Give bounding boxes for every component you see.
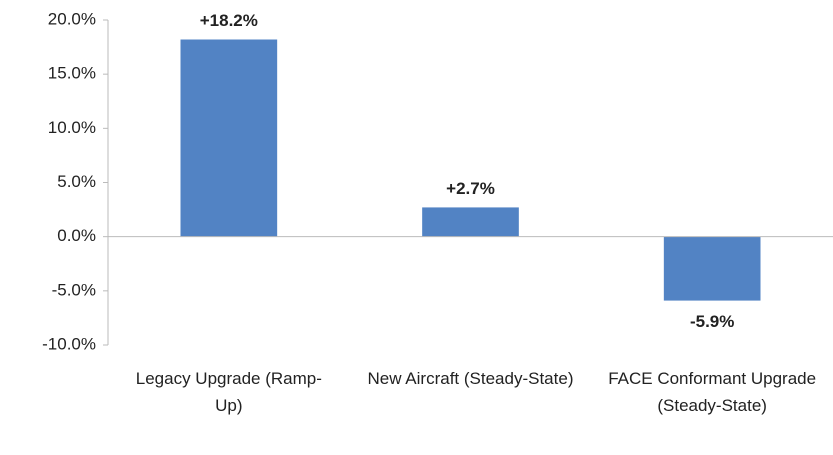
y-tick-label: 0.0%	[57, 226, 96, 245]
x-tick-label: Legacy Upgrade (Ramp-Up)	[135, 369, 322, 415]
y-tick-label: 15.0%	[48, 64, 96, 83]
y-tick-label: 10.0%	[48, 118, 96, 137]
y-tick-label: 20.0%	[48, 9, 96, 28]
x-tick-label: New Aircraft (Steady-State)	[367, 369, 574, 388]
value-label: +2.7%	[446, 179, 495, 198]
bar	[663, 236, 761, 301]
value-label: -5.9%	[690, 312, 734, 331]
bar	[422, 207, 519, 237]
y-tick-label: -5.0%	[52, 280, 96, 299]
bar	[180, 39, 278, 237]
y-tick-label: -10.0%	[42, 334, 96, 353]
x-tick-label: FACE Conformant Upgrade (Steady-State)	[608, 369, 817, 415]
value-label: +18.2%	[200, 11, 258, 30]
y-tick-label: 5.0%	[57, 172, 96, 191]
